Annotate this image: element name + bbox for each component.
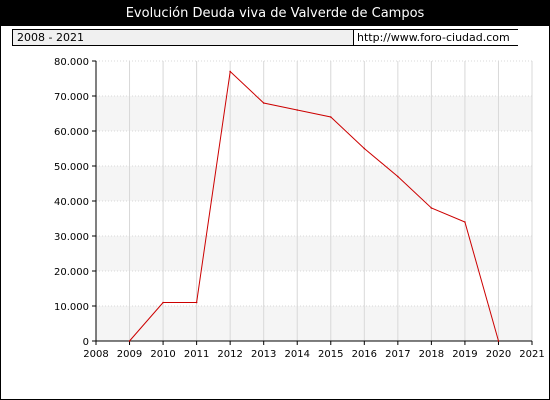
x-tick-label: 2019 <box>452 349 477 360</box>
data-point <box>430 207 433 209</box>
data-point <box>363 147 366 150</box>
data-point <box>262 102 265 104</box>
y-tick-label: 60.000 <box>54 127 89 138</box>
period-label: 2008 - 2021 <box>17 31 84 44</box>
x-tick-label: 2008 <box>83 349 108 360</box>
x-tick-label: 2017 <box>385 349 410 360</box>
x-tick-label: 2015 <box>318 349 343 360</box>
y-tick-label: 10.000 <box>54 302 89 313</box>
y-tick-label: 0 <box>83 337 89 348</box>
data-point <box>229 70 231 73</box>
y-tick-label: 70.000 <box>54 92 89 103</box>
info-bar: 2008 - 2021 http://www.foro-ciudad.com <box>12 29 521 46</box>
data-point <box>497 340 500 342</box>
chart-title: Evolución Deuda viva de Valverde de Camp… <box>1 1 549 26</box>
x-tick-label: 2021 <box>519 349 544 360</box>
x-tick-label: 2011 <box>184 349 209 360</box>
x-tick-label: 2014 <box>285 349 310 360</box>
data-point <box>195 301 198 304</box>
x-tick-label: 2012 <box>217 349 242 360</box>
x-tick-label: 2018 <box>419 349 444 360</box>
grid-band <box>96 166 532 201</box>
grid-band <box>96 306 532 341</box>
series-line <box>129 70 499 342</box>
x-tick-label: 2016 <box>352 349 377 360</box>
y-tick-label: 30.000 <box>54 232 89 243</box>
data-point <box>397 175 399 178</box>
y-tick-label: 20.000 <box>54 267 89 278</box>
y-tick-label: 40.000 <box>54 197 89 208</box>
source-url[interactable]: http://www.foro-ciudad.com <box>357 31 510 44</box>
x-tick-label: 2010 <box>150 349 175 360</box>
source-box: http://www.foro-ciudad.com <box>353 30 521 45</box>
data-point <box>464 221 466 223</box>
data-point <box>128 340 131 342</box>
x-tick-label: 2020 <box>486 349 511 360</box>
x-tick-label: 2009 <box>117 349 142 360</box>
grid-band <box>96 236 532 271</box>
y-tick-label: 80.000 <box>54 57 89 68</box>
y-tick-label: 50.000 <box>54 162 89 173</box>
data-point <box>329 116 332 118</box>
data-point <box>296 109 299 111</box>
data-point <box>162 301 164 304</box>
x-tick-label: 2013 <box>251 349 276 360</box>
